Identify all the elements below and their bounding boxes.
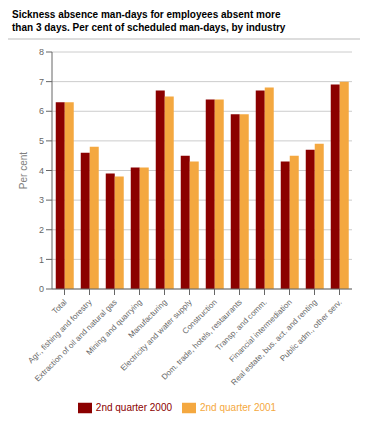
svg-text:Extraction of oil and natural: Extraction of oil and natural gas: [33, 297, 119, 384]
svg-text:Total: Total: [50, 298, 68, 316]
svg-text:Transp. and comm.: Transp. and comm.: [213, 297, 269, 353]
svg-text:3: 3: [39, 195, 44, 205]
svg-text:7: 7: [39, 77, 44, 87]
svg-text:1: 1: [39, 255, 44, 265]
svg-text:Construction: Construction: [180, 297, 219, 336]
svg-text:Financial intermediation: Financial intermediation: [227, 297, 294, 364]
svg-text:Electricity and water supply: Electricity and water supply: [118, 297, 194, 373]
svg-text:Dom. trade, hotels, restaurant: Dom. trade, hotels, restaurants: [159, 297, 244, 382]
svg-text:Mining and quarrying: Mining and quarrying: [84, 297, 144, 357]
svg-text:4: 4: [39, 166, 44, 176]
svg-text:0: 0: [39, 284, 44, 294]
html-text:Sickness absence man-days for: Sickness absence man-days for employees …: [12, 9, 281, 20]
html-text:than 3 days. Per cent of sched: than 3 days. Per cent of scheduled man-d…: [12, 22, 286, 33]
svg-text:5: 5: [39, 136, 44, 146]
svg-text:Per cent: Per cent: [18, 152, 29, 189]
svg-text:Manufacturing: Manufacturing: [126, 297, 169, 340]
svg-text:2: 2: [39, 225, 44, 235]
svg-text:6: 6: [39, 106, 44, 116]
html-text:2nd quarter 2001: 2nd quarter 2001: [200, 401, 277, 413]
html-text:2nd quarter 2000: 2nd quarter 2000: [95, 401, 172, 413]
svg-text:8: 8: [39, 47, 44, 57]
svg-text:Agr., fishing and forestry: Agr., fishing and forestry: [26, 297, 94, 366]
svg-text:Real estate, bus. act. and ren: Real estate, bus. act. and renting: [229, 297, 319, 388]
svg-text:Public adm., other serv.: Public adm., other serv.: [278, 298, 343, 363]
